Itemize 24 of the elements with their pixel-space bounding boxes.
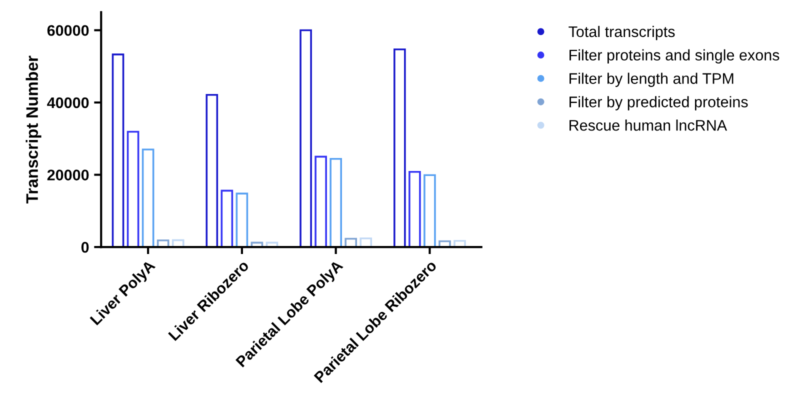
- bar: [314, 156, 327, 248]
- bar: [142, 148, 154, 248]
- bar: [300, 29, 312, 248]
- legend-label: Filter by length and TPM: [570, 72, 734, 87]
- y-tick-label: 40000: [47, 97, 89, 108]
- y-tick-label: 0: [81, 242, 89, 253]
- bar: [126, 130, 140, 248]
- bar: [220, 190, 234, 248]
- legend-label: Rescue human lncRNA: [570, 120, 728, 131]
- bar: [394, 48, 406, 248]
- bar: [236, 192, 248, 248]
- y-tick-label: 20000: [47, 170, 89, 180]
- bar: [408, 170, 421, 248]
- bar: [112, 54, 124, 248]
- legend-label: Total transcripts: [568, 26, 675, 40]
- y-axis-title: Transcript Number: [26, 56, 42, 204]
- bar: [330, 158, 342, 248]
- bar: [344, 238, 358, 248]
- y-tick-label: 60000: [47, 25, 89, 36]
- bar: [206, 94, 218, 248]
- legend-label: Filter by predicted proteins: [570, 96, 748, 110]
- bar: [360, 237, 372, 248]
- legend-label: Filter proteins and single exons: [570, 49, 780, 64]
- bar: [424, 174, 436, 248]
